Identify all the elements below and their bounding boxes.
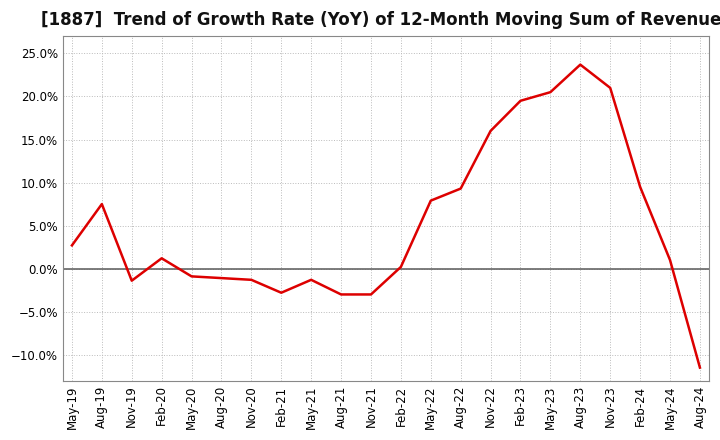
Title: [1887]  Trend of Growth Rate (YoY) of 12-Month Moving Sum of Revenues: [1887] Trend of Growth Rate (YoY) of 12-… — [41, 11, 720, 29]
